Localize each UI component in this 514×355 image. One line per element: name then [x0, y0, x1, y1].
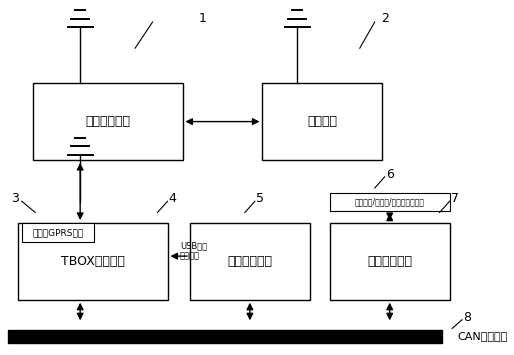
Bar: [18, 223, 168, 300]
Text: 移动终端: 移动终端: [307, 115, 337, 128]
Text: 3: 3: [11, 192, 19, 205]
Text: 全景控制单元: 全景控制单元: [227, 255, 272, 268]
Text: 8: 8: [463, 311, 471, 324]
Text: 6: 6: [386, 168, 394, 180]
Text: 后台服务中心: 后台服务中心: [85, 115, 130, 128]
Text: 5: 5: [256, 192, 264, 205]
Bar: [22, 223, 94, 242]
Bar: [8, 330, 442, 343]
Bar: [33, 83, 182, 160]
Text: USB数据
传输线路: USB数据 传输线路: [180, 241, 207, 261]
Text: 车身控制单元: 车身控制单元: [367, 255, 412, 268]
Text: CAN通信总线: CAN通信总线: [457, 332, 507, 342]
Text: 内置式GPRS天线: 内置式GPRS天线: [32, 228, 84, 237]
Text: 7: 7: [451, 192, 458, 205]
Text: TBOX控制单元: TBOX控制单元: [61, 255, 124, 268]
Text: 2: 2: [381, 12, 389, 25]
Text: 四个车门/行李箱/发动机舱盖开关: 四个车门/行李箱/发动机舱盖开关: [355, 197, 425, 207]
Bar: [262, 83, 382, 160]
Text: 1: 1: [198, 12, 207, 25]
Text: 4: 4: [169, 192, 176, 205]
Bar: [330, 223, 450, 300]
Bar: [330, 193, 450, 211]
Bar: [190, 223, 310, 300]
